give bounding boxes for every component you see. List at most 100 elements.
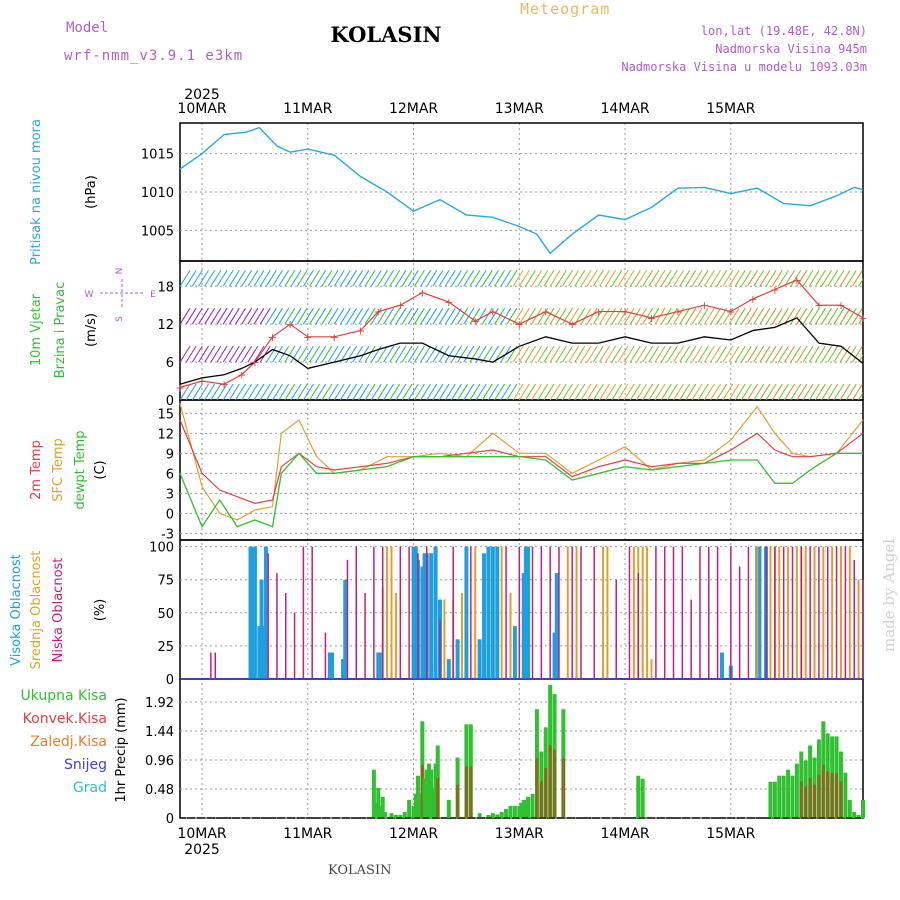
wind-barb	[771, 270, 783, 287]
wind-barb	[401, 345, 413, 363]
wind-barb	[265, 270, 277, 287]
wind-barb	[568, 383, 580, 400]
wind-barb	[438, 307, 450, 325]
precip-bar-convective	[420, 764, 424, 818]
gust-line	[179, 279, 864, 388]
wind-barb	[278, 383, 290, 400]
wind-barb	[654, 383, 666, 400]
wind-barb	[290, 270, 302, 287]
precip-bar-total	[411, 805, 416, 818]
wind-barb	[747, 307, 758, 325]
wind-barb	[580, 270, 592, 287]
wind-barb	[587, 261, 588, 262]
wind-barb	[407, 345, 419, 363]
wind-barb	[241, 270, 253, 287]
gust-marker: +	[568, 318, 577, 331]
wind-barb	[790, 345, 802, 363]
page-title: KOLASIN	[330, 22, 442, 47]
gust-marker: +	[836, 299, 845, 312]
wind-barb	[698, 261, 699, 262]
cloud-bar-high	[411, 546, 416, 679]
wind-barb	[451, 383, 462, 400]
wind-barb	[389, 270, 401, 287]
wind-barb	[358, 383, 370, 400]
wind-barb	[272, 307, 283, 325]
wind-barb	[247, 270, 259, 287]
wind-barb	[765, 270, 777, 287]
cloud-bar-high	[526, 546, 531, 679]
cloud-bar-high	[455, 639, 460, 679]
precip-bar-total	[376, 787, 381, 818]
precip-bar-total	[786, 769, 791, 818]
wind-barb	[506, 307, 518, 325]
wind-barb	[339, 383, 351, 400]
wind-barb	[586, 383, 598, 400]
wind-barb	[802, 383, 814, 400]
wind-barb	[586, 270, 598, 287]
wind-barb	[734, 383, 746, 400]
wind-barb	[475, 383, 487, 400]
wind-barb	[358, 307, 370, 325]
top-day-label: 14MAR	[600, 101, 649, 117]
wind-barb	[636, 270, 647, 287]
cloud-bar-high	[341, 659, 346, 679]
wind-barb	[500, 307, 512, 325]
y-tick-label: 9	[166, 447, 174, 462]
wind-barb	[494, 383, 506, 400]
wind-barbs	[180, 261, 863, 400]
wind-barb	[210, 270, 222, 287]
gust-marker: +	[303, 331, 312, 344]
cloud-bar-low	[655, 546, 657, 679]
cloud-bar-high	[719, 652, 724, 679]
precip-bar-convective	[548, 744, 552, 818]
wind-barb	[592, 270, 604, 287]
cloud-bar-high	[757, 546, 762, 679]
wind-barb	[617, 345, 629, 363]
wind-barb	[568, 261, 570, 262]
wind-barb	[623, 307, 635, 325]
wind-barb	[852, 270, 863, 287]
wind-barb	[833, 261, 835, 262]
sfc-title: SFC Temp	[51, 438, 66, 502]
wind-barb	[444, 307, 456, 325]
y-tick-label: 100	[149, 541, 174, 556]
gust-marker: +	[374, 306, 383, 319]
wind-barb	[568, 307, 580, 325]
wind-barb	[401, 307, 413, 325]
pressure-title: Pritisak na nivou mora	[29, 119, 44, 265]
wind-barb	[217, 261, 218, 262]
precip-bar-convective	[804, 786, 808, 818]
wind-barb	[210, 261, 212, 262]
wind-barb	[740, 383, 752, 400]
cloud-bar-low	[809, 546, 811, 679]
wind-barb	[420, 270, 432, 287]
wind-barb	[321, 270, 333, 287]
bottom-day-label: 12MAR	[389, 826, 438, 842]
wind-barb	[383, 261, 385, 262]
bottom-day-label: 10MAR	[177, 826, 226, 842]
wind-barb	[309, 383, 320, 400]
wind-barb	[703, 307, 715, 325]
gust-marker: +	[330, 331, 339, 344]
gust-marker: +	[541, 306, 550, 319]
wind-barb	[235, 261, 237, 262]
wind-barb	[439, 261, 440, 262]
precip-bar-total	[861, 799, 865, 818]
wind-barb	[796, 270, 808, 287]
wind-barb	[821, 270, 833, 287]
wind-barb	[333, 345, 345, 363]
wind-barb	[525, 270, 536, 287]
wind-barb	[481, 345, 493, 363]
precip-bar-convective	[839, 781, 843, 818]
y-tick-label: 25	[157, 640, 174, 655]
cloud-bar-mid	[474, 546, 477, 679]
cloud-bar-mid	[813, 546, 816, 679]
wind-barb	[636, 383, 647, 400]
wind-barb	[673, 383, 684, 400]
cloud-bar-high	[490, 546, 495, 679]
cloud-bar-high	[433, 546, 438, 679]
cloud-bar-high	[252, 546, 257, 679]
meteogram-label: Meteogram	[520, 0, 611, 18]
cloud-bar-low	[716, 546, 719, 679]
cloud-high-title: Visoka Oblacnost	[9, 554, 24, 666]
